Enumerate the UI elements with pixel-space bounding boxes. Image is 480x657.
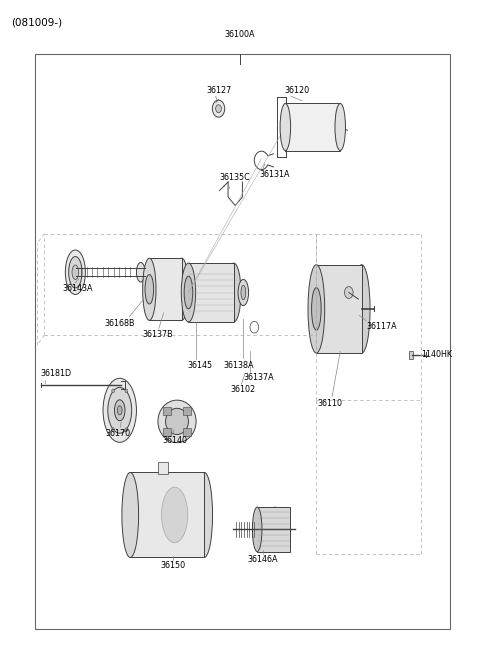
Ellipse shape bbox=[175, 258, 189, 321]
Bar bbox=[183, 428, 191, 436]
Bar bbox=[35, 54, 450, 629]
Ellipse shape bbox=[103, 378, 136, 442]
Ellipse shape bbox=[312, 288, 321, 330]
Ellipse shape bbox=[158, 400, 196, 443]
Circle shape bbox=[125, 428, 128, 432]
Ellipse shape bbox=[280, 103, 290, 150]
Text: 1140HK: 1140HK bbox=[421, 350, 452, 359]
Ellipse shape bbox=[143, 258, 156, 321]
Text: 36150: 36150 bbox=[161, 561, 186, 570]
Ellipse shape bbox=[308, 265, 324, 353]
Circle shape bbox=[216, 104, 221, 112]
Ellipse shape bbox=[227, 263, 241, 322]
Text: 36140: 36140 bbox=[162, 436, 187, 445]
Ellipse shape bbox=[136, 262, 145, 282]
Text: 36120: 36120 bbox=[284, 86, 310, 95]
Text: 36110: 36110 bbox=[318, 399, 343, 407]
Ellipse shape bbox=[353, 265, 370, 353]
Circle shape bbox=[212, 100, 225, 117]
Text: 36143A: 36143A bbox=[62, 284, 93, 293]
Bar bbox=[149, 258, 182, 321]
Text: 36168B: 36168B bbox=[104, 319, 134, 328]
Ellipse shape bbox=[196, 472, 213, 558]
Bar bbox=[130, 472, 204, 558]
Ellipse shape bbox=[166, 408, 189, 434]
Ellipse shape bbox=[122, 472, 139, 558]
Ellipse shape bbox=[65, 250, 85, 294]
Text: 36127: 36127 bbox=[206, 86, 232, 95]
Text: 36135C: 36135C bbox=[219, 173, 250, 182]
Ellipse shape bbox=[335, 103, 346, 150]
Text: 36138A: 36138A bbox=[223, 361, 254, 370]
Circle shape bbox=[112, 428, 115, 432]
Text: 36137A: 36137A bbox=[244, 373, 275, 382]
Text: 36170: 36170 bbox=[106, 428, 131, 438]
Ellipse shape bbox=[252, 507, 262, 552]
Ellipse shape bbox=[184, 276, 193, 309]
FancyBboxPatch shape bbox=[285, 103, 340, 150]
Ellipse shape bbox=[238, 279, 249, 306]
Ellipse shape bbox=[145, 275, 154, 304]
Bar bbox=[316, 265, 362, 353]
Circle shape bbox=[112, 389, 115, 393]
Text: (081009-): (081009-) bbox=[11, 18, 62, 28]
Circle shape bbox=[125, 389, 128, 393]
Bar bbox=[257, 507, 289, 552]
Ellipse shape bbox=[69, 256, 82, 288]
Text: 36137B: 36137B bbox=[142, 330, 173, 339]
Bar bbox=[163, 407, 171, 415]
Bar bbox=[183, 407, 191, 415]
Circle shape bbox=[345, 286, 353, 298]
Ellipse shape bbox=[161, 487, 188, 543]
Ellipse shape bbox=[72, 265, 79, 279]
Text: 36146A: 36146A bbox=[248, 555, 278, 564]
Ellipse shape bbox=[241, 285, 246, 300]
Text: 36117A: 36117A bbox=[366, 322, 396, 331]
Ellipse shape bbox=[108, 388, 132, 433]
Bar bbox=[409, 351, 413, 359]
Ellipse shape bbox=[271, 507, 280, 552]
Ellipse shape bbox=[117, 406, 122, 415]
Text: 36100A: 36100A bbox=[225, 30, 255, 39]
Ellipse shape bbox=[115, 400, 125, 420]
Text: 36102: 36102 bbox=[230, 386, 255, 394]
Bar bbox=[163, 428, 171, 436]
Bar bbox=[158, 462, 168, 474]
Text: 36131A: 36131A bbox=[259, 170, 289, 179]
Bar bbox=[189, 263, 234, 322]
Text: 36181D: 36181D bbox=[40, 369, 72, 378]
Ellipse shape bbox=[181, 263, 196, 322]
Text: 36145: 36145 bbox=[188, 361, 213, 370]
